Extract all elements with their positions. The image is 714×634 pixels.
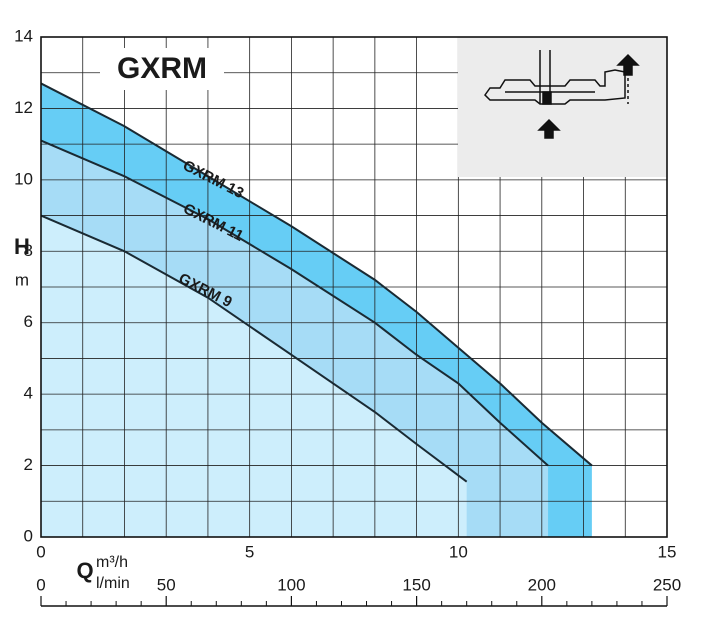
x-axis-unit: m³/h	[96, 554, 128, 571]
y-tick-label: 2	[24, 455, 33, 474]
x2-tick-label: 0	[36, 575, 45, 594]
x2-tick-label: 250	[653, 575, 681, 594]
x-axis-label: Q	[76, 558, 93, 583]
y-tick-label: 6	[24, 312, 33, 331]
x2-tick-label: 100	[277, 575, 305, 594]
y-tick-label: 8	[24, 241, 33, 260]
x-tick-label: 0	[36, 542, 45, 561]
inset-background	[458, 37, 667, 177]
y-tick-label: 4	[24, 384, 33, 403]
y-tick-label: 0	[24, 526, 33, 545]
chart-title: GXRM	[117, 52, 207, 85]
x2-tick-label: 150	[402, 575, 430, 594]
area	[41, 215, 467, 538]
y-axis-label: H	[14, 234, 30, 259]
x2-axis-unit: l/min	[96, 575, 130, 592]
y-tick-label: 10	[14, 169, 33, 188]
x2-tick-label: 200	[528, 575, 556, 594]
plot-border	[40, 36, 668, 538]
curve	[40, 82, 593, 467]
x-tick-label: 15	[658, 542, 677, 561]
x2-tick-label: 50	[157, 575, 176, 594]
curve	[40, 214, 468, 483]
y-tick-label: 14	[14, 26, 33, 45]
title-box	[100, 48, 224, 90]
y-tick-label: 12	[14, 98, 33, 117]
curve	[40, 139, 549, 467]
x-tick-label: 5	[245, 542, 254, 561]
x-tick-label: 10	[449, 542, 468, 561]
pump-icon	[484, 50, 640, 139]
y-axis-unit: m	[15, 270, 29, 289]
